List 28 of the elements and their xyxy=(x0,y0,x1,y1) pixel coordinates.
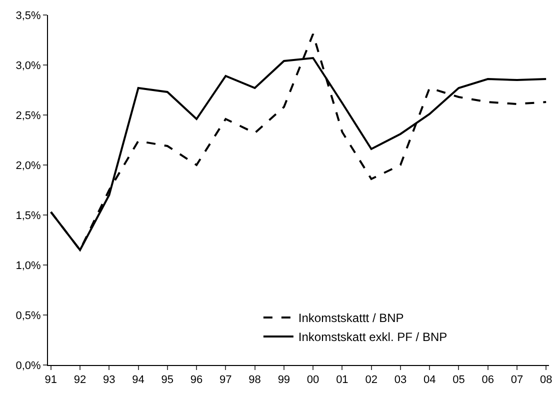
x-tick-label: 92 xyxy=(74,374,86,386)
legend-label: Inkomstskattt / BNP xyxy=(298,311,404,326)
y-tick-label: 3,5% xyxy=(16,10,42,22)
x-tick-label: 02 xyxy=(365,374,378,386)
x-tick-label: 07 xyxy=(510,374,524,386)
y-tick-label: 3,0% xyxy=(16,60,42,72)
x-tick-label: 94 xyxy=(132,374,144,386)
y-tick-label: 1,5% xyxy=(16,210,42,222)
x-tick-label: 00 xyxy=(306,374,320,386)
y-tick-label: 2,0% xyxy=(16,160,42,172)
x-tick-label: 03 xyxy=(394,374,407,386)
y-tick-label: 1,0% xyxy=(16,260,42,272)
y-tick-label: 0,5% xyxy=(16,310,42,322)
x-tick-label: 98 xyxy=(248,374,261,386)
x-tick-label: 08 xyxy=(540,374,552,386)
x-tick-label: 97 xyxy=(220,374,232,386)
x-tick-label: 99 xyxy=(278,374,290,386)
x-tick-label: 04 xyxy=(423,374,436,386)
x-tick-label: 01 xyxy=(336,374,348,386)
legend-label: Inkomstskatt exkl. PF / BNP xyxy=(298,330,448,344)
y-tick-label: 0,0% xyxy=(16,360,42,372)
x-tick-label: 95 xyxy=(161,374,174,386)
y-tick-label: 2,5% xyxy=(16,110,42,122)
x-tick-label: 93 xyxy=(103,374,116,386)
x-tick-label: 06 xyxy=(482,374,494,386)
x-tick-label: 91 xyxy=(44,374,58,386)
x-tick-label: 05 xyxy=(452,374,465,386)
x-tick-label: 96 xyxy=(190,374,203,386)
